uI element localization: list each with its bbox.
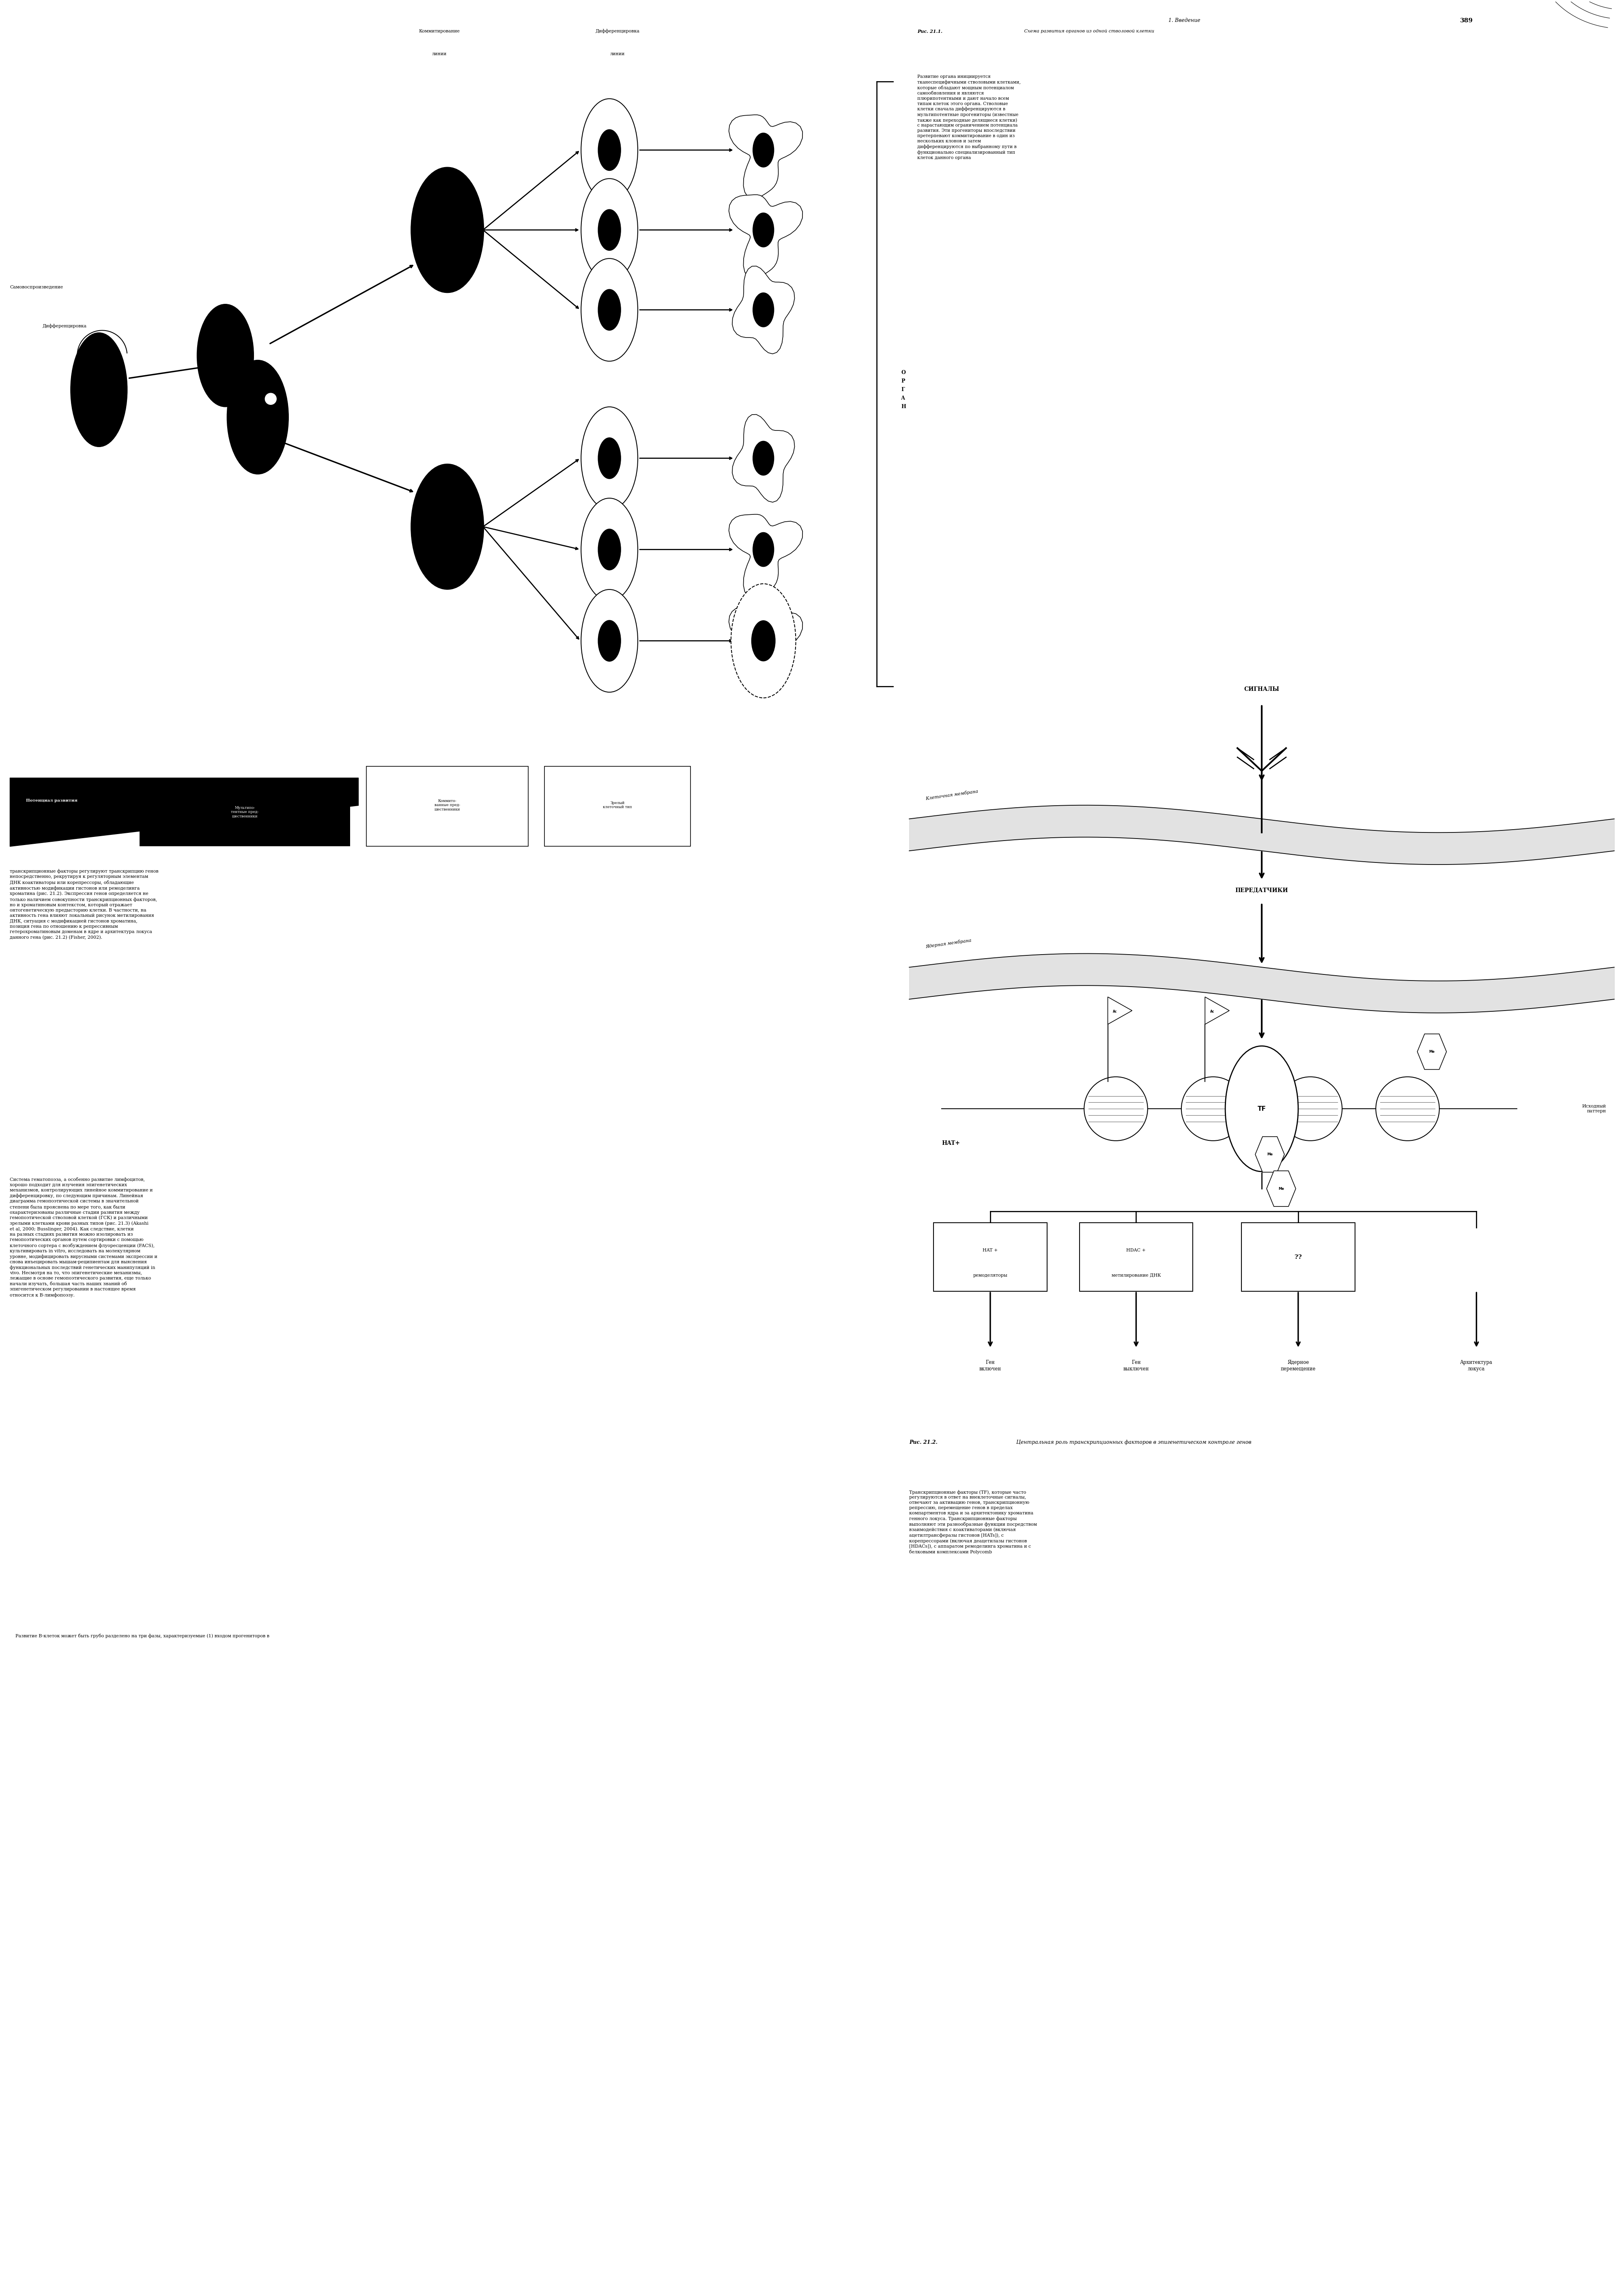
Polygon shape	[732, 414, 794, 503]
Ellipse shape	[731, 583, 796, 697]
Text: Потенциал развития: Потенциал развития	[26, 798, 78, 802]
Ellipse shape	[1224, 1047, 1298, 1170]
Bar	[1080, 1223, 1194, 1292]
Text: О
Р
Г
А
Н: О Р Г А Н	[901, 370, 906, 409]
Text: Развитие B-клеток может быть грубо разделено на три фазы, характеризуемые (1) вх: Развитие B-клеток может быть грубо разде…	[10, 1634, 270, 1639]
Text: транскрипционные факторы регулируют транскрипцию генов
непосредственно, рекрутир: транскрипционные факторы регулируют тран…	[10, 869, 159, 940]
Bar	[544, 766, 690, 846]
Text: Ac: Ac	[1210, 1010, 1215, 1013]
Polygon shape	[729, 606, 802, 690]
Text: Центральная роль транскрипционных факторов в эпигенетическом контроле генов: Центральная роль транскрипционных фактор…	[1015, 1440, 1252, 1445]
Ellipse shape	[754, 213, 775, 247]
Text: Система гематопоэза, а особенно развитие лимфоцитов,
хорошо подходит для изучени: Система гематопоэза, а особенно развитие…	[10, 1177, 158, 1296]
Polygon shape	[1418, 1033, 1447, 1070]
Ellipse shape	[411, 464, 484, 590]
Ellipse shape	[581, 590, 638, 693]
Text: Ядерная мембрана: Ядерная мембрана	[926, 937, 973, 949]
Ellipse shape	[1376, 1077, 1439, 1141]
Text: Самовоспроизведение: Самовоспроизведение	[10, 286, 63, 288]
Text: TF: TF	[1257, 1106, 1267, 1111]
Ellipse shape	[754, 133, 775, 167]
Ellipse shape	[598, 528, 620, 569]
Ellipse shape	[581, 98, 638, 201]
Ellipse shape	[197, 304, 253, 407]
Polygon shape	[1255, 1136, 1285, 1173]
Text: нор-
мов-: нор- мов-	[110, 834, 119, 844]
Text: СИГНАЛЫ: СИГНАЛЫ	[1244, 686, 1280, 693]
Text: Me: Me	[1278, 1186, 1285, 1191]
Text: Развитие органа инициируется
тканеспецифичными стволовыми клетками,
которые обла: Развитие органа инициируется тканеспециф…	[918, 75, 1021, 160]
Ellipse shape	[1278, 1077, 1341, 1141]
Bar	[1241, 1223, 1354, 1292]
Ellipse shape	[1085, 1077, 1148, 1141]
Polygon shape	[1267, 1170, 1296, 1207]
Text: Исходный
паттерн: Исходный паттерн	[1582, 1104, 1606, 1113]
Polygon shape	[729, 114, 802, 199]
Text: Ac: Ac	[1112, 1010, 1117, 1013]
Ellipse shape	[70, 334, 127, 446]
Text: метилирование ДНК: метилирование ДНК	[1111, 1273, 1161, 1278]
Ellipse shape	[598, 290, 620, 331]
Bar	[140, 777, 351, 846]
Polygon shape	[729, 194, 802, 279]
Text: 1. Введение: 1. Введение	[1169, 18, 1200, 23]
Ellipse shape	[598, 620, 620, 661]
Text: Коммитирование: Коммитирование	[419, 30, 460, 32]
Text: Me: Me	[1267, 1152, 1273, 1157]
Polygon shape	[1205, 997, 1229, 1024]
Text: Ген
выключен: Ген выключен	[1124, 1360, 1150, 1372]
Text: ремоделяторы: ремоделяторы	[973, 1273, 1007, 1278]
Bar	[934, 1223, 1047, 1292]
Text: HAT +: HAT +	[983, 1248, 997, 1253]
Text: Архитектура
локуса: Архитектура локуса	[1460, 1360, 1492, 1372]
Text: Дифференцировка: Дифференцировка	[596, 30, 640, 34]
Text: Коммито-
ванные пред-
шественники: Коммито- ванные пред- шественники	[435, 800, 460, 812]
Polygon shape	[10, 777, 359, 846]
Ellipse shape	[1181, 1077, 1246, 1141]
Text: ПЕРЕДАТЧИКИ: ПЕРЕДАТЧИКИ	[1236, 887, 1288, 894]
Text: Рис. 21.1.: Рис. 21.1.	[918, 30, 942, 34]
Text: Дифференцировка: Дифференцировка	[42, 325, 86, 327]
Ellipse shape	[411, 167, 484, 293]
Ellipse shape	[752, 620, 776, 661]
Text: Ген
включен: Ген включен	[979, 1360, 1002, 1372]
Text: 389: 389	[1460, 18, 1473, 23]
Ellipse shape	[265, 393, 276, 405]
Ellipse shape	[598, 437, 620, 478]
Text: Ядерное
перемещение: Ядерное перемещение	[1281, 1360, 1315, 1372]
Text: ??: ??	[1294, 1255, 1302, 1260]
Text: HAT+: HAT+	[942, 1141, 960, 1145]
Text: Транскрипционные факторы (TF), которые часто
регулируются в ответ на внеклеточны: Транскрипционные факторы (TF), которые ч…	[909, 1490, 1038, 1554]
Ellipse shape	[581, 178, 638, 281]
Ellipse shape	[598, 130, 620, 171]
Polygon shape	[729, 514, 802, 599]
Text: Зрелый
клеточный тип: Зрелый клеточный тип	[603, 800, 632, 809]
Ellipse shape	[581, 498, 638, 601]
Ellipse shape	[227, 361, 289, 473]
Ellipse shape	[598, 210, 620, 251]
Text: линии: линии	[432, 53, 447, 55]
Text: линии: линии	[611, 53, 625, 55]
Text: Схема развития органов из одной стволовой клетки: Схема развития органов из одной стволово…	[1023, 30, 1155, 32]
Ellipse shape	[754, 533, 775, 567]
Ellipse shape	[754, 293, 775, 327]
Text: Клеточная мембрана: Клеточная мембрана	[926, 789, 979, 800]
Ellipse shape	[581, 258, 638, 361]
Ellipse shape	[754, 441, 775, 475]
Polygon shape	[1108, 997, 1132, 1024]
Text: Мультипо-
тентные пред-
шественники: Мультипо- тентные пред- шественники	[231, 807, 258, 818]
Text: Рис. 21.2.: Рис. 21.2.	[909, 1440, 937, 1445]
Polygon shape	[732, 265, 794, 354]
Text: Me: Me	[1429, 1049, 1434, 1054]
Ellipse shape	[581, 407, 638, 510]
Bar	[367, 766, 528, 846]
Text: HDAC +: HDAC +	[1127, 1248, 1147, 1253]
